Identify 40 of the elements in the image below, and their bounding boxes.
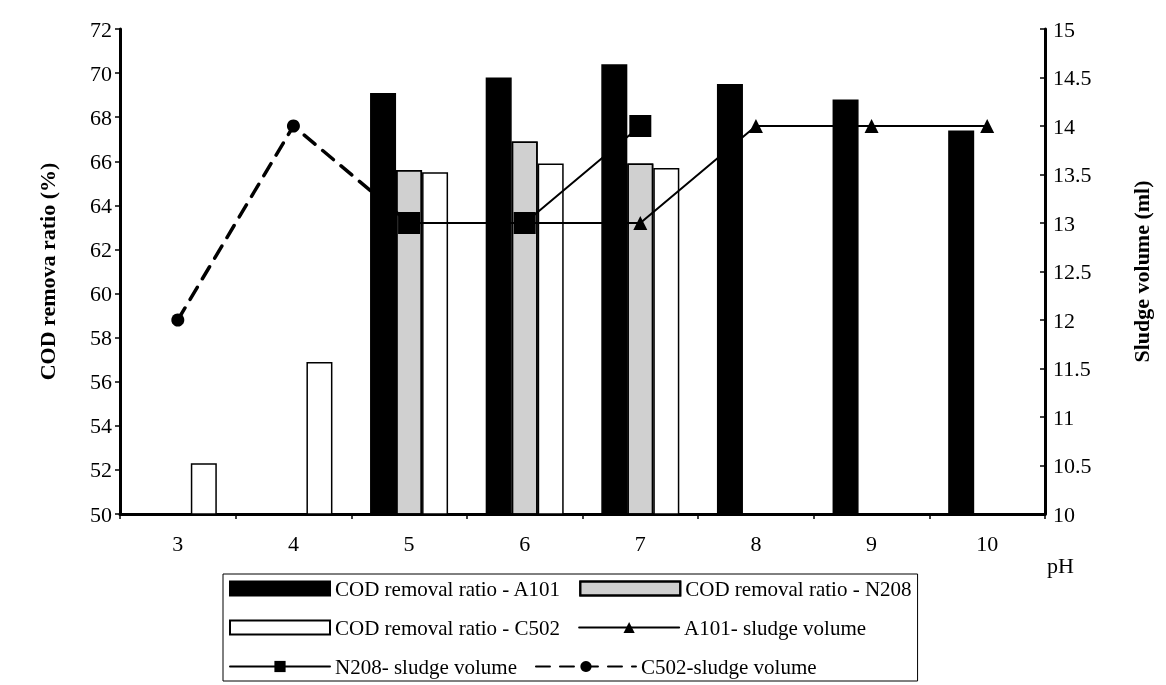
legend-label: A101- sludge volume <box>684 615 867 640</box>
y-tick-label: 50 <box>90 501 112 527</box>
x-tick-label: 3 <box>172 530 184 556</box>
y-tick-label: 52 <box>90 457 112 483</box>
legend-label: COD removal ratio - A101 <box>335 576 561 601</box>
y2-tick-label: 10.5 <box>1053 453 1092 478</box>
y2-tick-label: 14.5 <box>1053 65 1092 90</box>
y-tick-label: 60 <box>90 281 112 307</box>
y-tick-label: 72 <box>90 16 112 42</box>
legend-label: COD removal ratio - N208 <box>685 576 912 601</box>
y-tick-label: 58 <box>90 325 112 351</box>
x-tick-label: 7 <box>634 530 646 556</box>
y2-tick-label: 12.5 <box>1053 259 1092 284</box>
y2-tick-label: 13 <box>1053 210 1075 236</box>
y2-tick-label: 10 <box>1053 501 1075 527</box>
x-tick-label: 9 <box>866 530 878 556</box>
legend-label: C502-sludge volume <box>640 654 817 679</box>
y2-tick-label: 11 <box>1053 404 1075 430</box>
y2-axis-title: Sludge volume (ml) <box>1128 180 1154 363</box>
y2-tick-label: 13.5 <box>1053 162 1092 187</box>
x-tick-label: 10 <box>976 530 999 556</box>
y-tick-label: 68 <box>90 104 112 130</box>
y-tick-label: 62 <box>90 236 112 262</box>
y-tick-label: 70 <box>90 60 112 86</box>
x-tick-label: 6 <box>519 530 531 556</box>
y2-tick-label: 14 <box>1053 113 1075 139</box>
x-tick-label: 5 <box>403 530 415 556</box>
y-tick-label: 64 <box>90 192 112 218</box>
y-axis-title: COD remova ratio (%) <box>34 162 60 381</box>
x-tick-label: 8 <box>750 530 762 556</box>
legend-label: N208- sludge volume <box>335 654 517 679</box>
y-tick-label: 66 <box>90 148 112 174</box>
y2-tick-label: 11.5 <box>1053 356 1091 381</box>
y2-tick-label: 12 <box>1053 307 1075 333</box>
legend-label: COD removal ratio - C502 <box>335 615 561 640</box>
x-axis-title: pH <box>1047 552 1074 578</box>
y2-tick-label: 15 <box>1053 16 1075 42</box>
y-tick-label: 54 <box>90 413 112 439</box>
x-tick-label: 4 <box>287 530 299 556</box>
y-tick-label: 56 <box>90 369 112 395</box>
